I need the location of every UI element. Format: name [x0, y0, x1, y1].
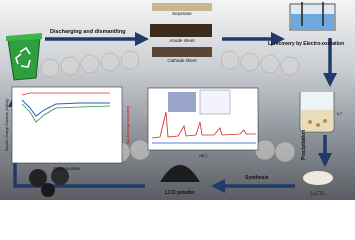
sheet-label: Anode sheet — [169, 38, 195, 43]
pellets — [29, 167, 69, 197]
xrd-plot — [147, 87, 259, 151]
step-label: Precipitation — [301, 130, 307, 160]
step-label: Discharging and dismantling — [50, 29, 125, 35]
carbonate-powder — [303, 171, 333, 185]
electrode-sheets — [150, 3, 212, 57]
ion-label: Li⁺ — [337, 111, 344, 116]
recycle-bin-icon — [6, 33, 42, 81]
product-label: Li₂CO₃ — [310, 191, 325, 197]
product-label: LCO powder — [165, 190, 195, 196]
axis-label: Cycle number — [53, 166, 81, 171]
graphical-abstract: Discharging and dismantling Separator An… — [0, 0, 355, 200]
battery-backdrop — [20, 50, 300, 163]
sheet-label: Separator — [172, 11, 192, 16]
beaker — [299, 92, 335, 133]
lco-powder — [160, 165, 200, 182]
axis-label: 2θ(°) — [199, 153, 208, 158]
sheet-label: Cathode sheet — [167, 58, 197, 63]
axis-label: Coulombic efficiency (%) — [126, 106, 130, 144]
step-label: Li recovery by Electro-oxidation — [268, 41, 344, 47]
step-label: Synthesis — [245, 175, 269, 181]
electrolysis-cell — [289, 2, 336, 31]
axis-label: Specific Charge Capacity (mAh/g) — [5, 99, 9, 152]
cycling-plot — [11, 86, 123, 164]
